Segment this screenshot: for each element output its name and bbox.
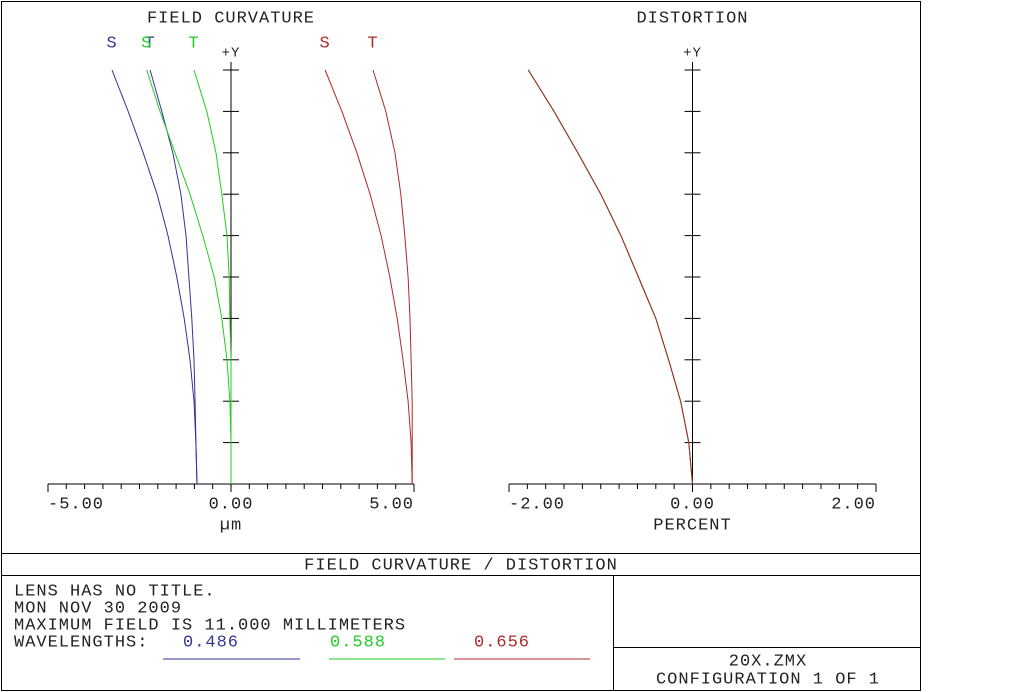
wavelength: 0.486 [183,633,239,652]
footer-line: LENS HAS NO TITLE. [14,582,216,601]
curve [527,69,693,485]
series-label: S [141,34,152,53]
x-tick-label: -2.00 [509,495,565,514]
wavelength: 0.656 [474,633,530,652]
y-axis-label: +Y [222,46,241,62]
footer-title: FIELD CURVATURE / DISTORTION [304,556,618,575]
curve [324,69,413,485]
curve [146,69,232,484]
curve [527,69,693,485]
wavelength: 0.588 [330,633,386,652]
file-name: 20X.ZMX [729,652,807,671]
chart-title: DISTORTION [636,9,748,28]
curve [372,69,413,484]
x-tick-label: 0.00 [670,495,715,514]
y-axis-label: +Y [683,46,702,62]
footer-line: WAVELENGTHS: [14,633,148,652]
x-tick-label: 5.00 [369,495,414,514]
series-label: S [319,34,330,53]
x-tick-label: 0.00 [209,495,254,514]
curve [193,69,232,484]
config: CONFIGURATION 1 OF 1 [656,670,880,689]
series-label: T [188,34,199,53]
curve [149,69,198,485]
series-label: T [367,34,378,53]
footer-line: MON NOV 30 2009 [14,599,182,618]
x-tick-label: -5.00 [48,495,104,514]
curve [527,69,693,485]
series-label: T [145,34,156,53]
curve [111,69,198,485]
x-tick-label: 2.00 [831,495,876,514]
frame [1,1,921,691]
footer-line: MAXIMUM FIELD IS 11.000 MILLIMETERS [14,616,406,635]
x-axis-label: µm [220,516,242,535]
series-label: S [106,34,117,53]
x-axis-label: PERCENT [653,516,731,535]
chart-title: FIELD CURVATURE [147,9,315,28]
